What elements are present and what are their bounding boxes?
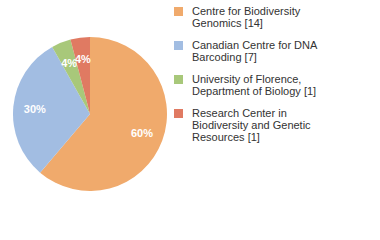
html-text:Centre for Biodiversity Genomi: Centre for Biodiversity Genomics [14] — [192, 5, 301, 29]
html-text:University of Florence, Depart: University of Florence, Department of Bi… — [192, 73, 317, 97]
html-text:Canadian Centre for DNA Barcod: Canadian Centre for DNA Barcoding [7] — [192, 39, 317, 63]
svg-text:4%: 4% — [75, 53, 91, 65]
html-text:Research Center in Biodiversit: Research Center in Biodiversity and Gene… — [192, 107, 311, 143]
svg-text:60%: 60% — [131, 127, 153, 139]
svg-text:30%: 30% — [24, 103, 46, 115]
svg-text:4%: 4% — [61, 56, 78, 69]
